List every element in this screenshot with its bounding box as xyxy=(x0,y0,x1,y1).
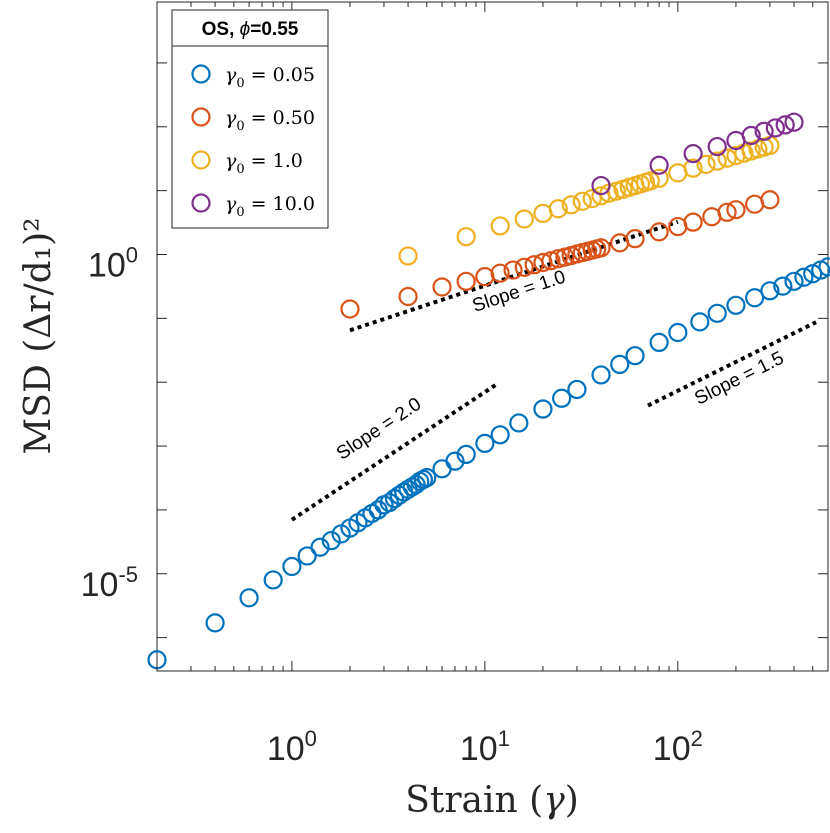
data-point xyxy=(239,588,259,608)
data-point xyxy=(475,433,495,454)
legend-label: γ0 = 0.50 xyxy=(225,107,315,134)
data-point xyxy=(490,425,510,445)
series-0.05 xyxy=(147,257,830,670)
slope-guide-line xyxy=(349,219,679,333)
data-point xyxy=(784,112,804,132)
data-point xyxy=(567,379,587,400)
data-point xyxy=(683,212,703,232)
data-point xyxy=(765,118,785,138)
data-point xyxy=(707,151,727,171)
data-point xyxy=(533,399,553,419)
x-axis-label: Strain (γ) xyxy=(405,780,579,821)
legend-items: γ0 = 0.05 γ0 = 0.50 γ0 = 1.0 γ0 = 10.0 xyxy=(191,64,315,220)
legend-marker xyxy=(191,107,211,127)
data-point xyxy=(760,190,780,210)
data-point xyxy=(310,537,330,557)
x-tick-label: 100 xyxy=(267,726,317,768)
data-point xyxy=(717,202,737,222)
data-point xyxy=(297,546,317,566)
data-point xyxy=(625,346,645,366)
legend-marker xyxy=(191,150,211,170)
data-point xyxy=(683,144,703,164)
data-point xyxy=(417,468,437,488)
data-point xyxy=(591,238,611,258)
legend-label: γ0 = 1.0 xyxy=(225,150,303,177)
data-point xyxy=(773,276,793,296)
data-point xyxy=(432,277,452,297)
data-point xyxy=(707,303,727,323)
data-point xyxy=(726,295,746,315)
legend-label: γ0 = 0.05 xyxy=(225,64,315,91)
data-point xyxy=(754,121,774,141)
data-point xyxy=(205,613,225,633)
slope-guide-line xyxy=(290,382,498,522)
series-10.0 xyxy=(591,112,804,196)
data-point xyxy=(625,229,645,249)
data-point xyxy=(640,171,660,191)
data-point xyxy=(548,249,568,269)
data-point xyxy=(818,257,830,277)
data-point xyxy=(445,451,465,471)
data-point xyxy=(741,125,761,146)
data-point xyxy=(610,354,630,374)
y-tick-label: 100 xyxy=(88,242,138,284)
data-point xyxy=(683,158,703,178)
data-point xyxy=(340,299,360,319)
data-point xyxy=(514,257,534,277)
data-point xyxy=(514,209,534,229)
y-tick-label: 10-5 xyxy=(81,562,138,604)
data-point xyxy=(552,388,572,408)
data-point xyxy=(591,365,611,385)
data-point xyxy=(717,148,737,168)
data-point xyxy=(398,286,418,307)
data-point xyxy=(784,271,804,291)
data-point xyxy=(456,444,476,465)
x-axis-ticks: 100 101 102 xyxy=(156,2,829,768)
x-tick-label: 102 xyxy=(653,726,703,768)
data-point xyxy=(649,332,669,353)
data-point xyxy=(456,227,476,247)
y-axis-ticks: 10-5 100 xyxy=(81,62,828,639)
y-axis-label: MSD (Δr/d₁)² xyxy=(18,217,59,454)
data-point xyxy=(572,191,592,211)
data-point xyxy=(561,195,581,215)
legend-marker xyxy=(191,64,211,84)
data-point xyxy=(794,267,814,287)
data-point xyxy=(696,154,716,174)
series-1.0 xyxy=(398,135,780,266)
data-point xyxy=(398,246,418,266)
data-point xyxy=(282,556,302,577)
data-point xyxy=(726,200,746,220)
data-point xyxy=(582,189,602,209)
data-point xyxy=(490,216,510,236)
data-point xyxy=(591,175,611,196)
data-point xyxy=(649,168,669,188)
data-point xyxy=(509,413,529,433)
data-point xyxy=(490,263,510,283)
data-point xyxy=(649,155,669,175)
data-point xyxy=(690,312,710,332)
data-point xyxy=(668,322,688,343)
data-point xyxy=(707,136,727,157)
data-point xyxy=(548,199,568,219)
x-tick-label: 101 xyxy=(460,726,510,768)
data-point xyxy=(321,531,341,551)
series-layer xyxy=(147,112,830,670)
data-point xyxy=(456,271,476,291)
data-point xyxy=(263,570,283,590)
series-0.50 xyxy=(340,190,780,319)
data-point xyxy=(745,288,765,308)
data-point xyxy=(649,222,669,242)
data-point xyxy=(503,260,523,280)
legend-title: OS, ϕ=0.55 xyxy=(202,19,299,40)
legend-marker xyxy=(191,193,211,213)
data-point xyxy=(775,115,795,135)
data-point xyxy=(760,281,780,301)
data-point xyxy=(541,251,561,271)
legend-label: γ0 = 10.0 xyxy=(225,193,315,220)
